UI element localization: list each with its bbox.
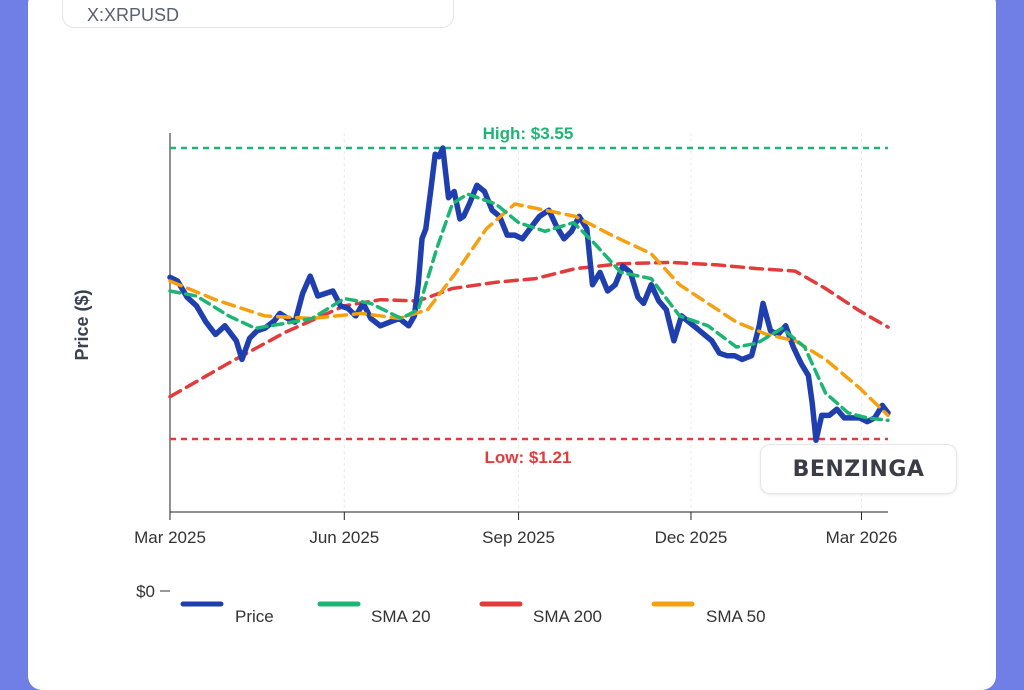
- benzinga-logo: BENZINGA: [760, 444, 957, 494]
- legend-label: Price: [235, 607, 274, 626]
- series-sma-20: [168, 192, 890, 423]
- high-label: High: $3.55: [483, 124, 574, 143]
- ticker-label: X:XRPUSD: [87, 5, 180, 25]
- legend-label: SMA 50: [706, 607, 766, 626]
- x-ticks: Mar 2025 Jun 2025 Sep 2025 Dec 2025 Mar 2026: [134, 512, 897, 547]
- ticker-field[interactable]: X:XRPUSD: [62, 0, 454, 28]
- low-label: Low: $1.21: [485, 448, 572, 467]
- y-tick-label-zero: $0: [136, 582, 155, 601]
- legend: Price SMA 20 SMA 200 SMA 50: [180, 601, 766, 626]
- price-chart: Mar 2025 Jun 2025 Sep 2025 Dec 2025 Mar 2026…: [72, 124, 897, 626]
- reference-lines: High: $3.55 Low: $1.21: [170, 124, 888, 467]
- x-tick-label: Mar 2025: [134, 528, 206, 547]
- x-tick-label: Dec 2025: [655, 528, 728, 547]
- series-price: [167, 145, 891, 443]
- x-tick-label: Jun 2025: [309, 528, 379, 547]
- series-lines: [167, 145, 891, 443]
- legend-label: SMA 20: [371, 607, 431, 626]
- x-tick-label: Sep 2025: [482, 528, 555, 547]
- series-sma-200: [168, 260, 890, 399]
- legend-label: SMA 200: [533, 607, 602, 626]
- x-tick-label: Mar 2026: [826, 528, 898, 547]
- y-axis-label: Price ($): [72, 289, 92, 360]
- chart-card: [28, 0, 996, 690]
- series-sma-50: [168, 202, 890, 418]
